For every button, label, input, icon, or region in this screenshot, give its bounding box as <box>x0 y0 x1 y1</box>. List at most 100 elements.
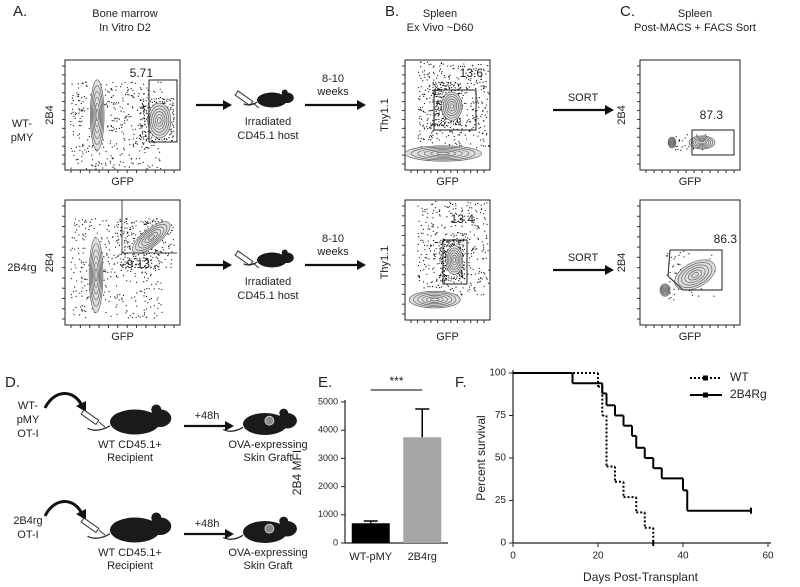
event-dot <box>107 271 109 273</box>
event-dot <box>155 269 157 272</box>
event-dot <box>147 222 149 225</box>
event-dot <box>81 290 83 293</box>
event-dot <box>713 295 715 297</box>
event-dot <box>466 87 468 90</box>
event-dot <box>440 104 442 106</box>
event-dot <box>155 101 157 103</box>
event-dot <box>440 247 442 249</box>
density-contour <box>441 91 463 121</box>
event-dot <box>96 232 98 234</box>
event-dot <box>78 108 80 110</box>
event-dot <box>438 214 441 216</box>
event-dot <box>172 125 174 127</box>
density-contour <box>687 269 703 281</box>
event-dot <box>448 240 450 242</box>
event-dot <box>439 93 442 95</box>
event-dot <box>150 306 152 308</box>
event-dot <box>142 100 144 102</box>
event-dot <box>446 233 448 235</box>
event-dot <box>141 146 143 148</box>
event-dot <box>145 131 147 133</box>
event-dot <box>117 276 119 279</box>
event-dot <box>669 271 671 274</box>
event-dot <box>162 98 164 100</box>
event-dot <box>424 209 426 211</box>
event-dot <box>433 65 435 67</box>
event-dot <box>444 85 446 87</box>
event-dot <box>72 100 74 102</box>
event-dot <box>145 110 147 112</box>
event-dot <box>169 108 171 110</box>
event-dot <box>424 89 427 92</box>
event-dot <box>481 113 483 116</box>
event-dot <box>91 308 93 310</box>
event-dot <box>87 147 89 149</box>
event-dot <box>142 133 144 135</box>
arrow-head <box>223 100 232 110</box>
event-dot <box>439 248 441 250</box>
event-dot <box>88 135 91 138</box>
event-dot <box>434 234 437 236</box>
curved-arrow <box>43 392 84 409</box>
event-dot <box>486 223 488 225</box>
event-dot <box>78 220 80 222</box>
event-dot <box>139 134 141 136</box>
y-tick-label: 3000 <box>318 453 338 463</box>
event-dot <box>417 250 419 252</box>
event-dot <box>474 286 476 289</box>
event-dot <box>142 125 144 127</box>
density-contour <box>94 268 98 282</box>
event-dot <box>477 106 480 108</box>
recipient-label: WT CD45.1+ <box>98 439 162 451</box>
event-dot <box>84 247 86 249</box>
event-dot <box>474 290 476 292</box>
event-dot <box>430 132 432 134</box>
event-dot <box>134 128 137 130</box>
density-contour <box>449 252 459 268</box>
event-dot <box>125 116 127 118</box>
event-dot <box>485 73 487 75</box>
event-dot <box>81 219 84 221</box>
event-dot <box>114 296 116 298</box>
event-dot <box>483 140 485 142</box>
event-dot <box>455 240 458 242</box>
event-dot <box>446 206 448 208</box>
event-dot <box>121 298 123 300</box>
event-dot <box>487 243 489 245</box>
event-dot <box>424 111 426 113</box>
density-contour <box>147 102 172 139</box>
event-dot <box>105 89 107 91</box>
event-dot <box>137 163 139 165</box>
event-dot <box>459 121 461 123</box>
event-dot <box>79 271 81 273</box>
event-dot <box>115 232 117 234</box>
event-dot <box>419 74 421 77</box>
event-dot <box>665 255 668 257</box>
event-dot <box>433 253 435 255</box>
event-dot <box>475 209 477 211</box>
event-dot <box>170 106 172 108</box>
event-dot <box>435 119 437 121</box>
event-dot <box>117 242 119 244</box>
event-dot <box>457 65 460 67</box>
event-dot <box>132 89 134 91</box>
axis-label: GFP <box>111 176 134 188</box>
event-dot <box>162 242 165 244</box>
event-dot <box>153 219 155 221</box>
y-tick-label: 75 <box>495 410 507 421</box>
event-dot <box>154 267 157 269</box>
event-dot <box>432 209 435 211</box>
event-dot <box>463 267 465 269</box>
event-dot <box>169 134 171 136</box>
event-dot <box>157 257 159 259</box>
event-dot <box>88 150 90 153</box>
event-dot <box>117 221 119 223</box>
event-dot <box>172 108 174 111</box>
event-dot <box>109 160 111 162</box>
event-dot <box>79 100 81 102</box>
event-dot <box>429 244 432 246</box>
event-dot <box>132 237 134 239</box>
event-dot <box>121 153 123 155</box>
event-dot <box>460 247 462 250</box>
event-dot <box>90 224 92 227</box>
